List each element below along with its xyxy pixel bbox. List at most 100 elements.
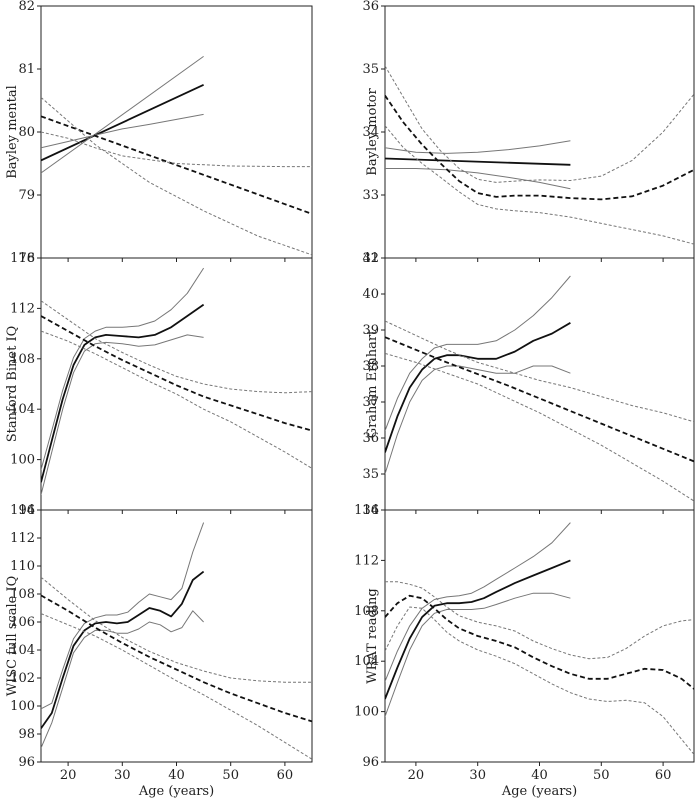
series-line-solid-ci [385, 168, 571, 190]
series-line-solid-ci [385, 365, 571, 475]
series-line-dashed-ci [41, 131, 312, 168]
series-line-solid-ci [41, 55, 204, 174]
series-line-dashed [41, 315, 312, 432]
series-line-solid [41, 570, 205, 729]
x-tick-label: 40 [168, 768, 185, 783]
y-tick-label: 102 [10, 671, 35, 686]
y-tick-label: 96 [362, 755, 379, 770]
series-line-dashed [41, 115, 312, 215]
y-tick-label: 35 [362, 62, 379, 77]
x-tick-label: 20 [60, 768, 77, 783]
x-tick-label: 60 [277, 768, 294, 783]
y-tick-label: 40 [362, 287, 379, 302]
series-line-solid-ci [385, 275, 571, 431]
panel-1: 78 79 80 81 82 Bayley mental [5, 0, 313, 266]
series-line-solid-ci [41, 610, 204, 749]
y-tick-label: 39 [362, 323, 379, 338]
y-tick-label: 80 [18, 125, 35, 140]
y-tick-label: 79 [18, 188, 35, 203]
series-line-solid [385, 322, 571, 453]
series-line-dashed [385, 336, 694, 463]
series-line-solid [385, 559, 571, 700]
y-tick-label: 108 [354, 604, 379, 619]
y-tick-label: 104 [10, 402, 35, 417]
panel-6: 96 100 104 108 112 116 20 30 40 50 60 WRAT reading A… [354, 503, 695, 799]
y-tick-label: 112 [10, 531, 35, 546]
panel-3: 96 100 104 108 112 116 Stanford Binet IQ [5, 251, 313, 518]
y-tick-label: 36 [362, 431, 379, 446]
series-line-solid-ci [41, 113, 204, 149]
plot-frame [40, 509, 313, 763]
series-line-solid-ci [41, 267, 205, 470]
y-tick-label: 41 [362, 251, 379, 266]
series-line-dashed [41, 594, 312, 723]
y-tick-label: 82 [18, 0, 35, 14]
plot-frame [384, 509, 695, 763]
y-axis-label: Bayley motor [365, 88, 380, 176]
y-tick-label: 112 [10, 301, 35, 316]
plot-frame [384, 257, 695, 511]
x-tick-label: 60 [655, 768, 672, 783]
series-line-solid [385, 157, 571, 166]
series-line-solid-ci [385, 592, 571, 717]
y-tick-label: 32 [362, 251, 379, 266]
series-line-solid [41, 83, 204, 162]
panel-4: 34 35 36 37 38 39 40 41 Graham Ernhart [362, 251, 695, 518]
y-tick-label: 100 [10, 453, 35, 468]
y-tick-label: 35 [362, 467, 379, 482]
plot-frame [40, 257, 313, 511]
y-axis-label: WISC full scale IQ [5, 576, 20, 697]
x-tick-label: 50 [222, 768, 239, 783]
y-tick-label: 112 [354, 553, 379, 568]
y-tick-label: 116 [354, 503, 379, 518]
y-tick-label: 100 [354, 705, 379, 720]
series-line-dashed-ci [385, 581, 694, 660]
y-tick-label: 108 [10, 587, 35, 602]
y-tick-label: 108 [10, 352, 35, 367]
series-line-solid-ci [41, 522, 205, 710]
plot-frame [384, 5, 695, 259]
panel-5: 96 98 100 102 104 106 108 110 112 114 20 30 40 50 60 WI… [5, 503, 313, 799]
x-tick-label: 20 [408, 768, 425, 783]
series-line-dashed [385, 94, 694, 201]
series-line-dashed-ci [385, 125, 694, 245]
y-tick-label: 38 [362, 359, 379, 374]
series-line-solid [41, 303, 205, 483]
y-tick-label: 36 [362, 0, 379, 14]
series-line-dashed-ci [385, 352, 694, 502]
series-line-dashed-ci [41, 576, 312, 683]
x-axis-label: Age (years) [501, 784, 577, 799]
series-line-solid-ci [385, 140, 571, 154]
series-line-dashed [385, 594, 694, 690]
x-axis-label: Age (years) [138, 784, 214, 799]
series-line-dashed-ci [385, 65, 694, 183]
y-tick-label: 100 [10, 699, 35, 714]
series-line-dashed-ci [41, 97, 312, 256]
x-tick-label: 40 [531, 768, 548, 783]
y-tick-label: 98 [18, 727, 35, 742]
y-axis-label: Stanford Binet IQ [5, 326, 20, 443]
series-line-dashed-ci [41, 613, 312, 760]
x-tick-label: 30 [114, 768, 131, 783]
y-tick-label: 96 [18, 755, 35, 770]
series-line-solid-ci [41, 334, 204, 496]
series-line-dashed-ci [385, 606, 694, 755]
y-tick-label: 34 [362, 125, 379, 140]
panel-2: 32 33 34 35 36 Bayley motor [362, 0, 695, 266]
y-axis-label: WRAT reading [365, 588, 380, 683]
y-tick-label: 37 [362, 395, 379, 410]
y-axis-label: Graham Ernhart [365, 329, 380, 438]
series-line-dashed-ci [41, 300, 312, 394]
y-tick-label: 34 [362, 503, 379, 518]
y-tick-label: 106 [10, 615, 35, 630]
y-tick-label: 81 [18, 62, 35, 77]
y-tick-label: 104 [10, 643, 35, 658]
y-tick-label: 114 [10, 503, 35, 518]
y-tick-label: 33 [362, 188, 379, 203]
y-tick-label: 110 [10, 559, 35, 574]
series-line-dashed-ci [385, 320, 694, 423]
y-tick-label: 116 [10, 251, 35, 266]
plot-frame [40, 5, 313, 259]
y-tick-label: 104 [354, 654, 379, 669]
